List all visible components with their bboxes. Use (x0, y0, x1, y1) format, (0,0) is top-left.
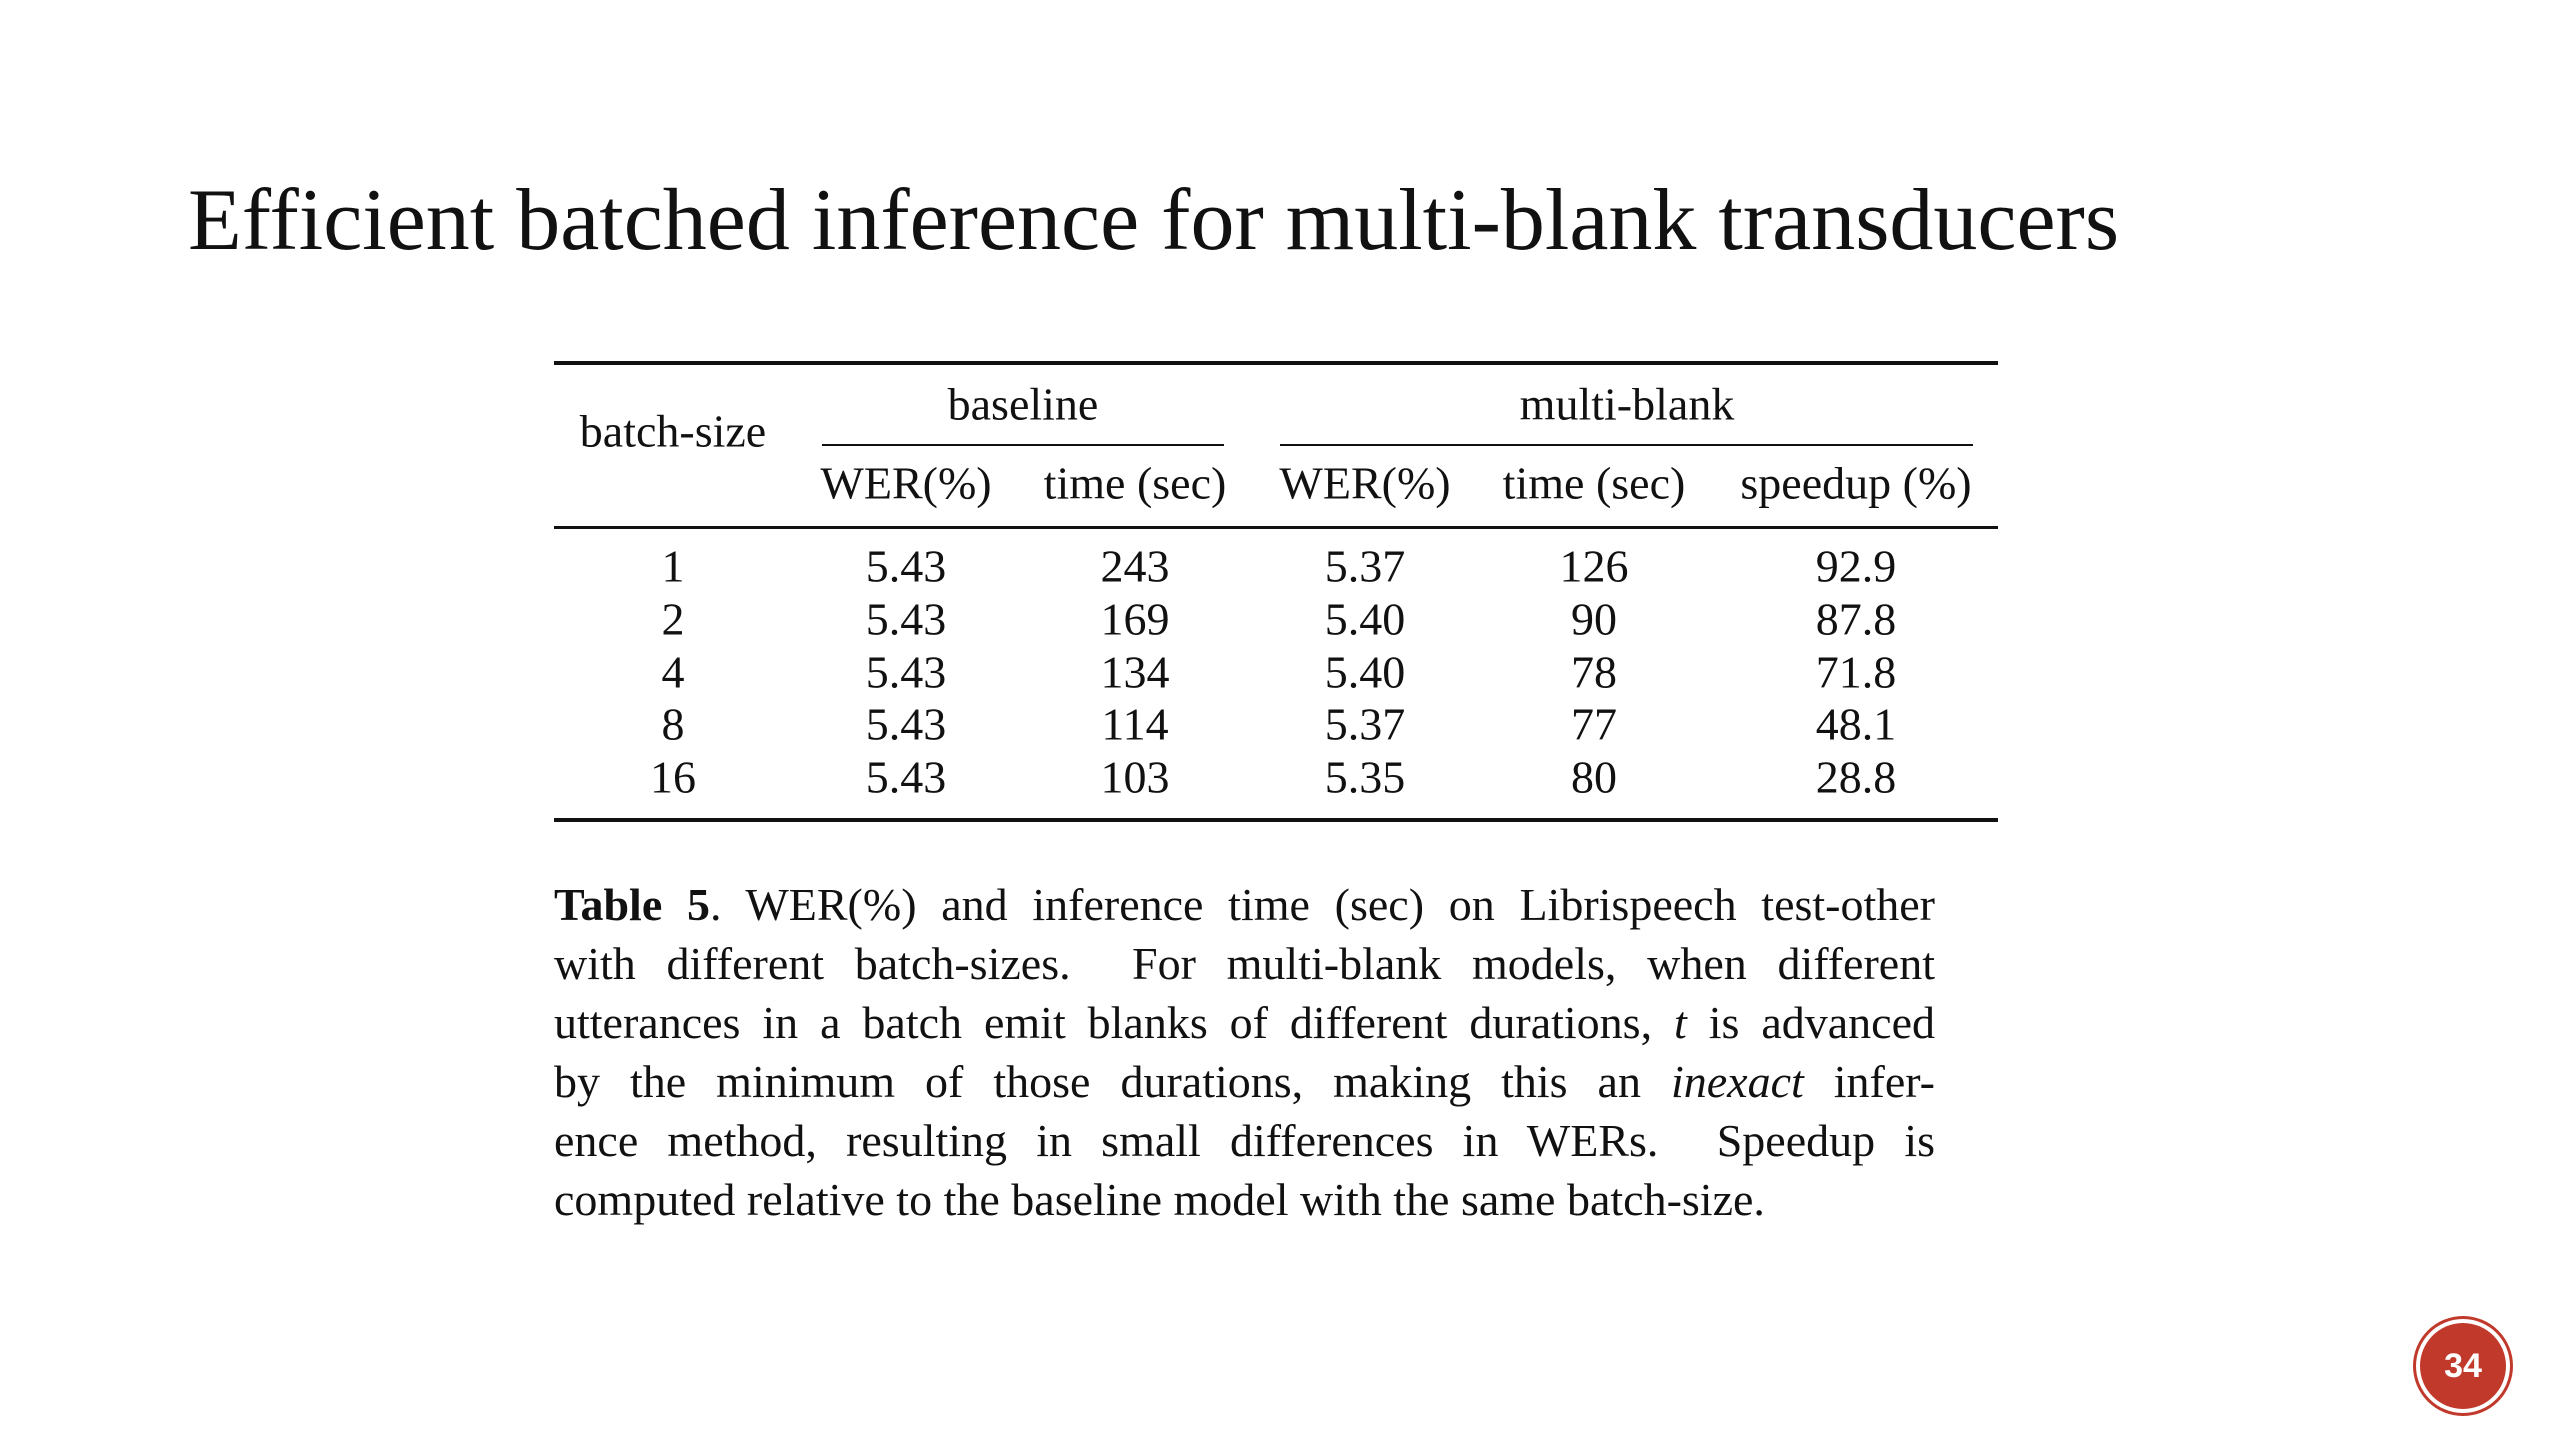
table-cell: 87.8 (1815, 593, 1897, 645)
table-cell: 134 (1100, 646, 1170, 698)
table-cell: 5.40 (1324, 593, 1406, 645)
row-header: batch-size (579, 405, 767, 457)
table-cell: 5.37 (1324, 540, 1406, 592)
caption-text: with different batch-sizes. For multi-bl… (554, 938, 1935, 989)
caption-line: utterances in a batch emit blanks of dif… (554, 996, 1935, 1052)
table-cell: 78 (1571, 646, 1617, 698)
table-cell: 90 (1571, 593, 1617, 645)
table-cell: 2 (661, 593, 685, 645)
caption-text: is advanced (1686, 997, 1935, 1048)
table-cell: 5.40 (1324, 646, 1406, 698)
caption-line: with different batch-sizes. For multi-bl… (554, 937, 1935, 993)
table-cell: 5.43 (865, 751, 947, 803)
page-number: 34 (2420, 1323, 2506, 1409)
table-cell: 5.35 (1324, 751, 1406, 803)
caption-text: by the minimum of those durations, makin… (554, 1056, 1671, 1107)
table-cell: 8 (661, 698, 685, 750)
column-header: time (sec) (1502, 457, 1686, 509)
caption-text: utterances in a batch emit blanks of dif… (554, 997, 1674, 1048)
group-header: multi-blank (1519, 378, 1735, 430)
slide-title: Efficient batched inference for multi-bl… (188, 172, 2120, 269)
table-rule (554, 526, 1998, 529)
table-cell: 77 (1571, 698, 1617, 750)
table-cell: 5.43 (865, 593, 947, 645)
column-header: WER(%) (1279, 457, 1451, 509)
table-cell: 4 (661, 646, 685, 698)
column-header: WER(%) (820, 457, 992, 509)
caption-text: ence method, resulting in small differen… (554, 1115, 1935, 1166)
table-cell: 5.43 (865, 540, 947, 592)
table-cell: 1 (661, 540, 685, 592)
caption-line: ence method, resulting in small differen… (554, 1114, 1935, 1170)
caption-line: Table 5. WER(%) and inference time (sec)… (554, 878, 1935, 934)
table-cell: 28.8 (1815, 751, 1897, 803)
table-cell: 114 (1101, 698, 1169, 750)
table-cell: 48.1 (1815, 698, 1897, 750)
caption-line: by the minimum of those durations, makin… (554, 1055, 1935, 1111)
table-rule (554, 818, 1998, 822)
caption-text: inexact (1670, 1056, 1804, 1107)
table-rule (554, 361, 1998, 365)
table-cell: 71.8 (1815, 646, 1897, 698)
caption-line: computed relative to the baseline model … (554, 1173, 1935, 1229)
table-cell: 103 (1100, 751, 1170, 803)
table-cell: 169 (1100, 593, 1170, 645)
table-cell: 5.43 (865, 698, 947, 750)
table-cell: 5.43 (865, 646, 947, 698)
column-header: speedup (%) (1740, 457, 1972, 509)
group-header: baseline (947, 378, 1099, 430)
table-rule (822, 444, 1224, 446)
table-cell: 5.37 (1324, 698, 1406, 750)
table-cell: 126 (1559, 540, 1629, 592)
table-cell: 243 (1100, 540, 1170, 592)
caption-text: Table 5 (554, 879, 710, 930)
caption-text: infer- (1803, 1056, 1936, 1107)
table-cell: 16 (650, 751, 696, 803)
caption-text: . WER(%) and inference time (sec) on Lib… (709, 879, 1936, 930)
table-rule (1280, 444, 1973, 446)
table-cell: 92.9 (1815, 540, 1897, 592)
column-header: time (sec) (1043, 457, 1227, 509)
caption-text: computed relative to the baseline model … (554, 1174, 1765, 1225)
table-cell: 80 (1571, 751, 1617, 803)
caption-text: t (1674, 997, 1687, 1048)
